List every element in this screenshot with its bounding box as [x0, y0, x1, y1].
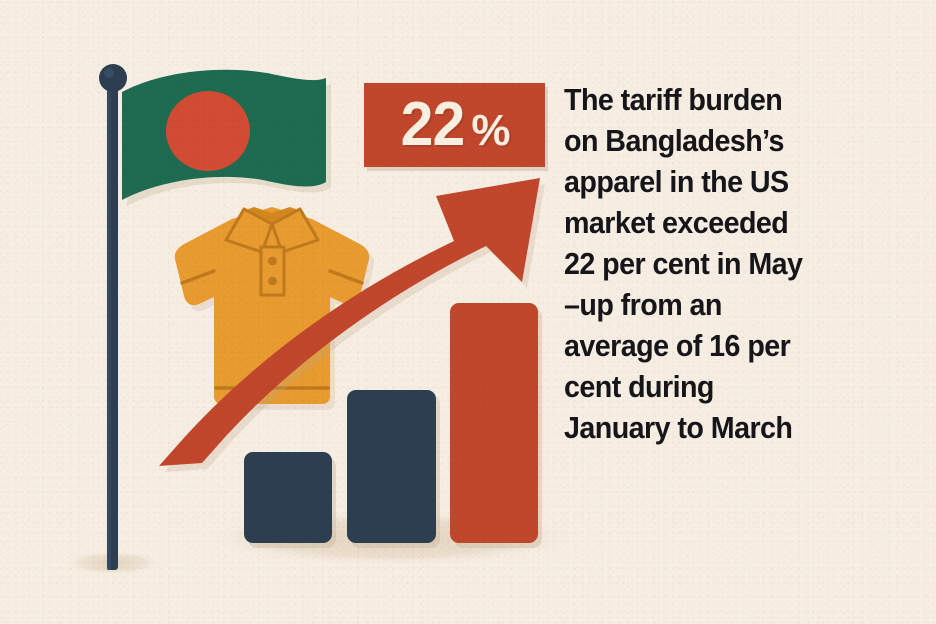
rising-trend-arrow: [159, 178, 545, 472]
shirt-placket: [259, 245, 286, 297]
headline-line: The tariff burden: [564, 83, 783, 117]
bar-1: [244, 452, 332, 543]
shirt-left-cuff: [180, 269, 216, 285]
headline-line: –up from an: [564, 288, 722, 322]
bangladesh-flag: [99, 64, 331, 570]
arrow-body: [159, 178, 540, 466]
percentage-symbol: %: [471, 106, 510, 155]
flag-pole-finial-highlight: [104, 68, 114, 78]
flag-red-disc: [166, 91, 250, 171]
shirt-body: [174, 207, 370, 404]
bar-2: [347, 390, 436, 543]
percentage-number: 22: [401, 90, 466, 159]
bar-chart-bars: [244, 303, 542, 548]
flag-pole-finial: [99, 64, 127, 92]
shirt-right-cuff: [328, 269, 364, 285]
headline-line: average of 16 per: [564, 329, 791, 363]
headline-line: apparel in the US: [564, 165, 789, 199]
bar-3: [450, 303, 538, 543]
headline-line: cent during: [564, 370, 714, 404]
shirt-button-bottom: [268, 276, 277, 286]
percentage-value-group: 22 %: [399, 90, 510, 159]
flag-pole-highlight: [107, 77, 111, 570]
headline-line: 22 per cent in May: [564, 247, 803, 281]
headline-text-block: The tariff burden on Bangladesh’s appare…: [564, 80, 894, 449]
polo-shirt: [174, 207, 375, 410]
headline-line: market exceeded: [564, 206, 789, 240]
headline-line: January to March: [564, 411, 793, 445]
headline-line: on Bangladesh’s: [564, 124, 784, 158]
shirt-button-top: [268, 256, 277, 266]
tariff-percentage-badge: 22 %: [364, 83, 545, 167]
